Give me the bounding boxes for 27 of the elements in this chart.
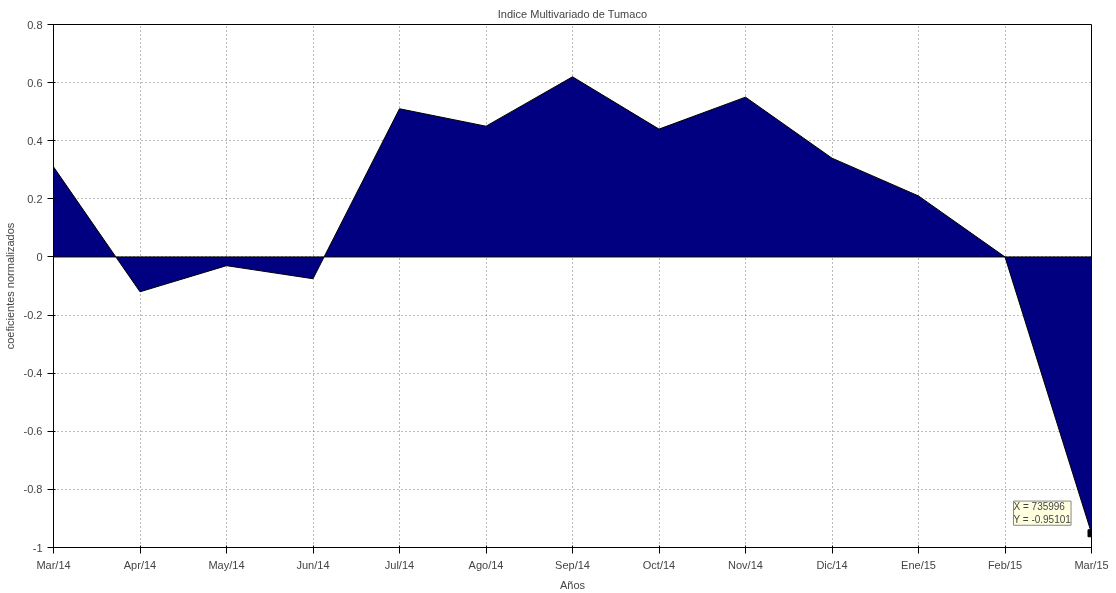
chart-title: Indice Multivariado de Tumaco xyxy=(497,7,647,20)
x-tick-label: Sep/14 xyxy=(555,558,590,571)
x-tick-label: Mar/14 xyxy=(36,558,71,571)
y-tick-label: -1 xyxy=(32,541,43,554)
x-tick-label: Feb/15 xyxy=(987,558,1023,571)
y-tick-label: 0.2 xyxy=(27,192,43,205)
x-tick-label: Nov/14 xyxy=(728,558,763,571)
y-axis-title: coeficientes normalizados xyxy=(3,222,16,350)
x-tick-label: Ago/14 xyxy=(468,558,504,571)
x-axis-title: Años xyxy=(559,578,586,591)
x-tick-label: Mar/15 xyxy=(1074,558,1109,571)
y-tick-label: -0.4 xyxy=(23,367,43,380)
y-tick-label: -0.8 xyxy=(23,483,43,496)
x-tick-label: May/14 xyxy=(208,558,245,571)
y-tick-label: -0.6 xyxy=(23,425,43,438)
y-tick-label: 0.6 xyxy=(27,76,43,89)
x-tick-label: Dic/14 xyxy=(816,558,848,571)
y-tick-label: -0.2 xyxy=(23,309,43,322)
annotation: X = 735996 Y = -0.95101 xyxy=(1013,501,1072,526)
x-tick-label: Apr/14 xyxy=(123,558,157,571)
x-tick-label: Jun/14 xyxy=(296,558,330,571)
x-tick-label: Oct/14 xyxy=(642,558,676,571)
y-tick-label: 0.4 xyxy=(27,134,43,147)
x-tick-label: Jul/14 xyxy=(384,558,415,571)
x-tick-label: Ene/15 xyxy=(901,558,936,571)
y-tick-label: 0.8 xyxy=(27,18,43,31)
y-tick-label: 0 xyxy=(36,250,43,263)
